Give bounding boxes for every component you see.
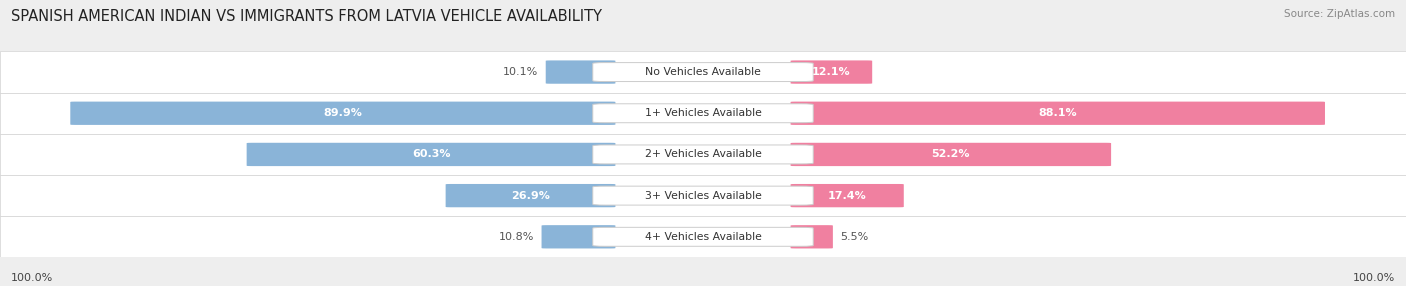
Text: 5.5%: 5.5% (839, 232, 869, 242)
FancyBboxPatch shape (0, 175, 1406, 216)
Text: 26.9%: 26.9% (512, 191, 550, 200)
Text: 60.3%: 60.3% (412, 150, 450, 159)
FancyBboxPatch shape (446, 184, 616, 207)
Text: No Vehicles Available: No Vehicles Available (645, 67, 761, 77)
Text: 10.1%: 10.1% (503, 67, 538, 77)
Text: 100.0%: 100.0% (1353, 273, 1395, 283)
FancyBboxPatch shape (246, 143, 616, 166)
FancyBboxPatch shape (0, 51, 1406, 93)
FancyBboxPatch shape (0, 216, 1406, 257)
FancyBboxPatch shape (593, 104, 813, 123)
Text: 100.0%: 100.0% (11, 273, 53, 283)
FancyBboxPatch shape (546, 60, 616, 84)
Text: 2+ Vehicles Available: 2+ Vehicles Available (644, 150, 762, 159)
FancyBboxPatch shape (70, 102, 616, 125)
FancyBboxPatch shape (790, 102, 1324, 125)
FancyBboxPatch shape (790, 60, 872, 84)
Text: 1+ Vehicles Available: 1+ Vehicles Available (644, 108, 762, 118)
FancyBboxPatch shape (790, 143, 1111, 166)
FancyBboxPatch shape (790, 225, 832, 249)
FancyBboxPatch shape (0, 93, 1406, 134)
FancyBboxPatch shape (790, 184, 904, 207)
FancyBboxPatch shape (593, 145, 813, 164)
FancyBboxPatch shape (0, 134, 1406, 175)
Text: 4+ Vehicles Available: 4+ Vehicles Available (644, 232, 762, 242)
FancyBboxPatch shape (593, 227, 813, 246)
Text: 88.1%: 88.1% (1039, 108, 1077, 118)
FancyBboxPatch shape (593, 186, 813, 205)
Text: 12.1%: 12.1% (813, 67, 851, 77)
Text: 52.2%: 52.2% (932, 150, 970, 159)
Text: 89.9%: 89.9% (323, 108, 363, 118)
Text: 10.8%: 10.8% (499, 232, 534, 242)
FancyBboxPatch shape (593, 63, 813, 82)
Text: Source: ZipAtlas.com: Source: ZipAtlas.com (1284, 9, 1395, 19)
FancyBboxPatch shape (541, 225, 616, 249)
Text: 3+ Vehicles Available: 3+ Vehicles Available (644, 191, 762, 200)
Text: SPANISH AMERICAN INDIAN VS IMMIGRANTS FROM LATVIA VEHICLE AVAILABILITY: SPANISH AMERICAN INDIAN VS IMMIGRANTS FR… (11, 9, 602, 23)
Text: 17.4%: 17.4% (828, 191, 866, 200)
